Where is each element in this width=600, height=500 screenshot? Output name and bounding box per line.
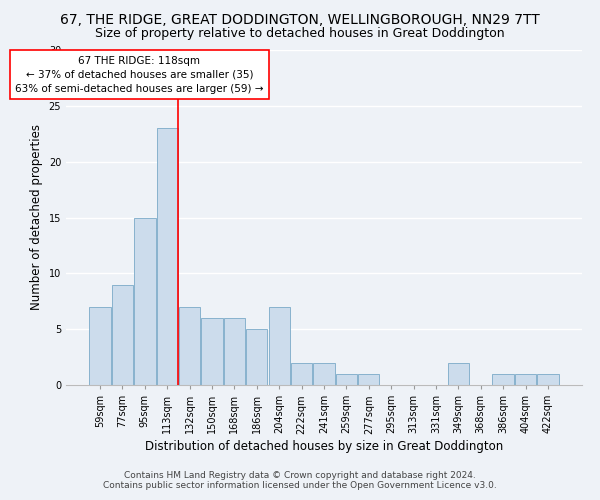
Bar	[291, 362, 312, 385]
Text: Size of property relative to detached houses in Great Doddington: Size of property relative to detached ho…	[95, 28, 505, 40]
Bar	[112, 284, 133, 385]
Bar	[515, 374, 536, 385]
X-axis label: Distribution of detached houses by size in Great Doddington: Distribution of detached houses by size …	[145, 440, 503, 454]
Bar	[89, 307, 111, 385]
Bar	[313, 362, 335, 385]
Bar	[537, 374, 559, 385]
Bar	[269, 307, 290, 385]
Bar	[224, 318, 245, 385]
Bar	[336, 374, 357, 385]
Text: Contains HM Land Registry data © Crown copyright and database right 2024.
Contai: Contains HM Land Registry data © Crown c…	[103, 470, 497, 490]
Bar	[202, 318, 223, 385]
Y-axis label: Number of detached properties: Number of detached properties	[30, 124, 43, 310]
Bar	[448, 362, 469, 385]
Bar	[493, 374, 514, 385]
Text: 67, THE RIDGE, GREAT DODDINGTON, WELLINGBOROUGH, NN29 7TT: 67, THE RIDGE, GREAT DODDINGTON, WELLING…	[60, 12, 540, 26]
Bar	[157, 128, 178, 385]
Bar	[358, 374, 379, 385]
Bar	[246, 329, 268, 385]
Bar	[179, 307, 200, 385]
Text: 67 THE RIDGE: 118sqm
← 37% of detached houses are smaller (35)
63% of semi-detac: 67 THE RIDGE: 118sqm ← 37% of detached h…	[15, 56, 263, 94]
Bar	[134, 218, 155, 385]
